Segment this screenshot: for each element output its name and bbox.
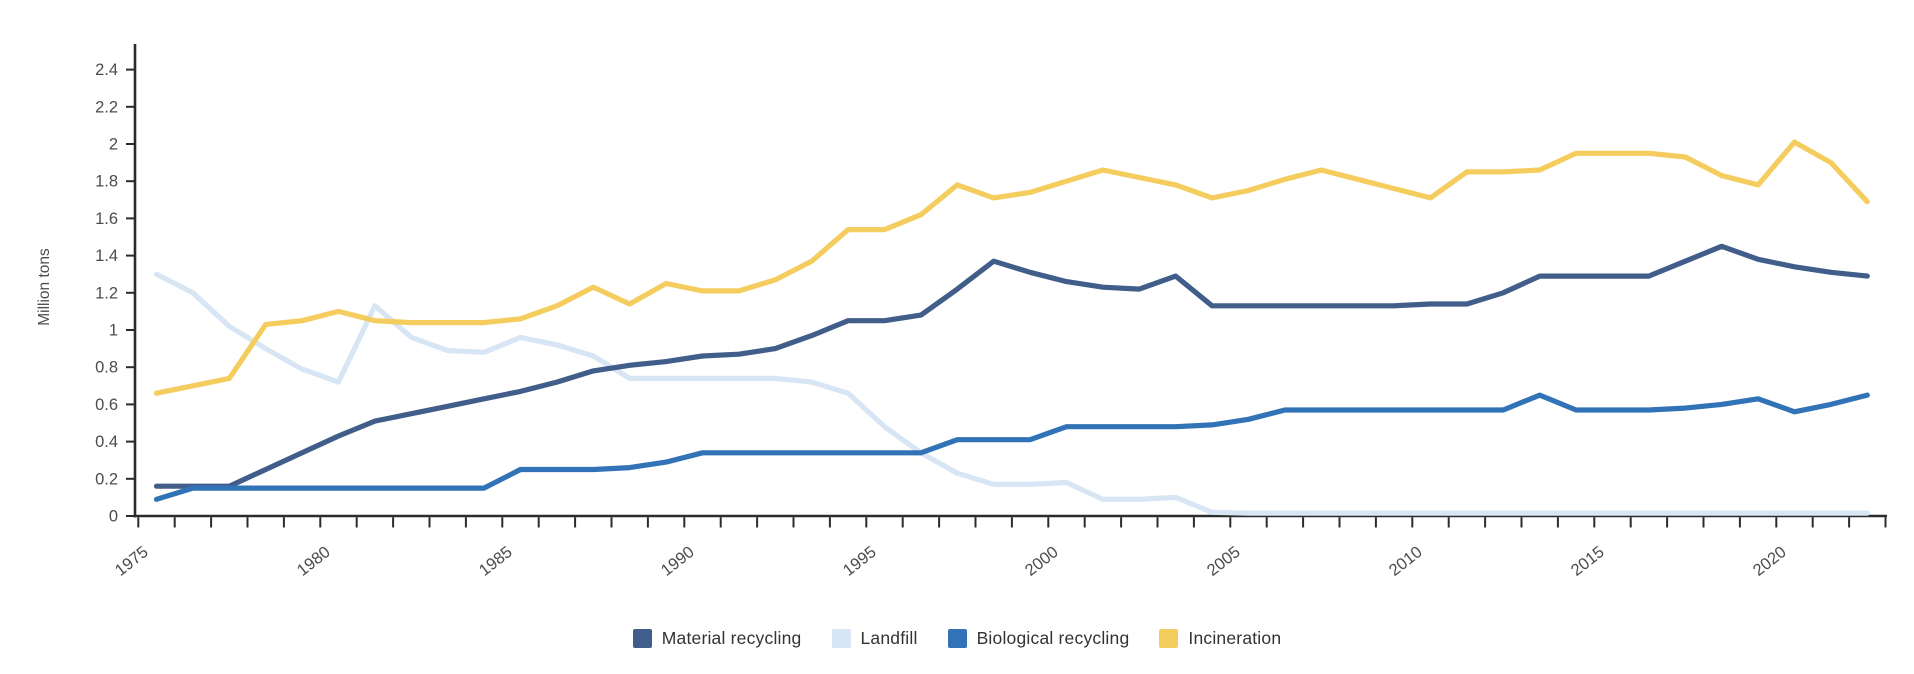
- chart-legend: Material recycling Landfill Biological rec…: [0, 628, 1914, 649]
- landfill-swatch-icon: [831, 629, 851, 648]
- x-tick-label: 2005: [1204, 543, 1244, 580]
- legend-item-material-recycling[interactable]: Material recycling: [632, 628, 802, 649]
- y-tick-label: 0.2: [95, 470, 118, 488]
- x-tick-label: 1995: [840, 543, 880, 580]
- legend-item-incineration[interactable]: Incineration: [1159, 628, 1281, 649]
- x-tick-label: 2015: [1568, 543, 1608, 580]
- legend-label-incineration: Incineration: [1188, 628, 1282, 648]
- incineration-swatch-icon: [1159, 629, 1179, 648]
- y-tick-label: 2.4: [95, 61, 118, 79]
- line-material-recycling: [153, 243, 1870, 489]
- x-tick-label: 1985: [476, 543, 516, 580]
- legend-label-material-recycling: Material recycling: [661, 628, 802, 648]
- x-tick-label: 1990: [658, 543, 698, 580]
- y-tick-label: 1.8: [95, 173, 118, 191]
- y-tick-label: 0.6: [95, 396, 118, 414]
- line-landfill: [153, 271, 1870, 516]
- y-tick-label: 1.2: [95, 284, 118, 302]
- y-tick-label: 2.2: [95, 98, 118, 116]
- x-tick-label: 2010: [1386, 543, 1426, 580]
- x-tick-label: 1980: [294, 543, 334, 580]
- y-tick-label: 1.4: [95, 247, 118, 265]
- y-tick-label: 1: [109, 322, 118, 340]
- y-tick-label: 0.8: [95, 359, 118, 377]
- x-tick-label: 1975: [112, 543, 152, 580]
- y-tick-label: 2: [109, 136, 118, 154]
- y-axis-title: Million tons: [36, 248, 53, 326]
- series-lines: [153, 139, 1870, 516]
- legend-item-landfill[interactable]: Landfill: [831, 628, 918, 649]
- line-biological-recycling: [153, 392, 1870, 502]
- x-tick-label: 2020: [1750, 543, 1790, 580]
- biological-recycling-swatch-icon: [947, 629, 967, 648]
- line-incineration: [153, 139, 1870, 396]
- legend-label-landfill: Landfill: [860, 628, 918, 648]
- axes: 0 0.2 0.4 0.6 0.8 1 1.2 1.4 1.6 1.8 2 2.2 2.4 1975 198…: [95, 44, 1887, 580]
- material-recycling-swatch-icon: [632, 629, 652, 648]
- y-tick-label: 0.4: [95, 433, 118, 451]
- legend-item-biological-recycling[interactable]: Biological recycling: [947, 628, 1130, 649]
- y-tick-label: 1.6: [95, 210, 118, 228]
- x-tick-label: 2000: [1022, 543, 1062, 580]
- y-tick-label: 0: [109, 508, 118, 526]
- legend-label-biological-recycling: Biological recycling: [976, 628, 1130, 648]
